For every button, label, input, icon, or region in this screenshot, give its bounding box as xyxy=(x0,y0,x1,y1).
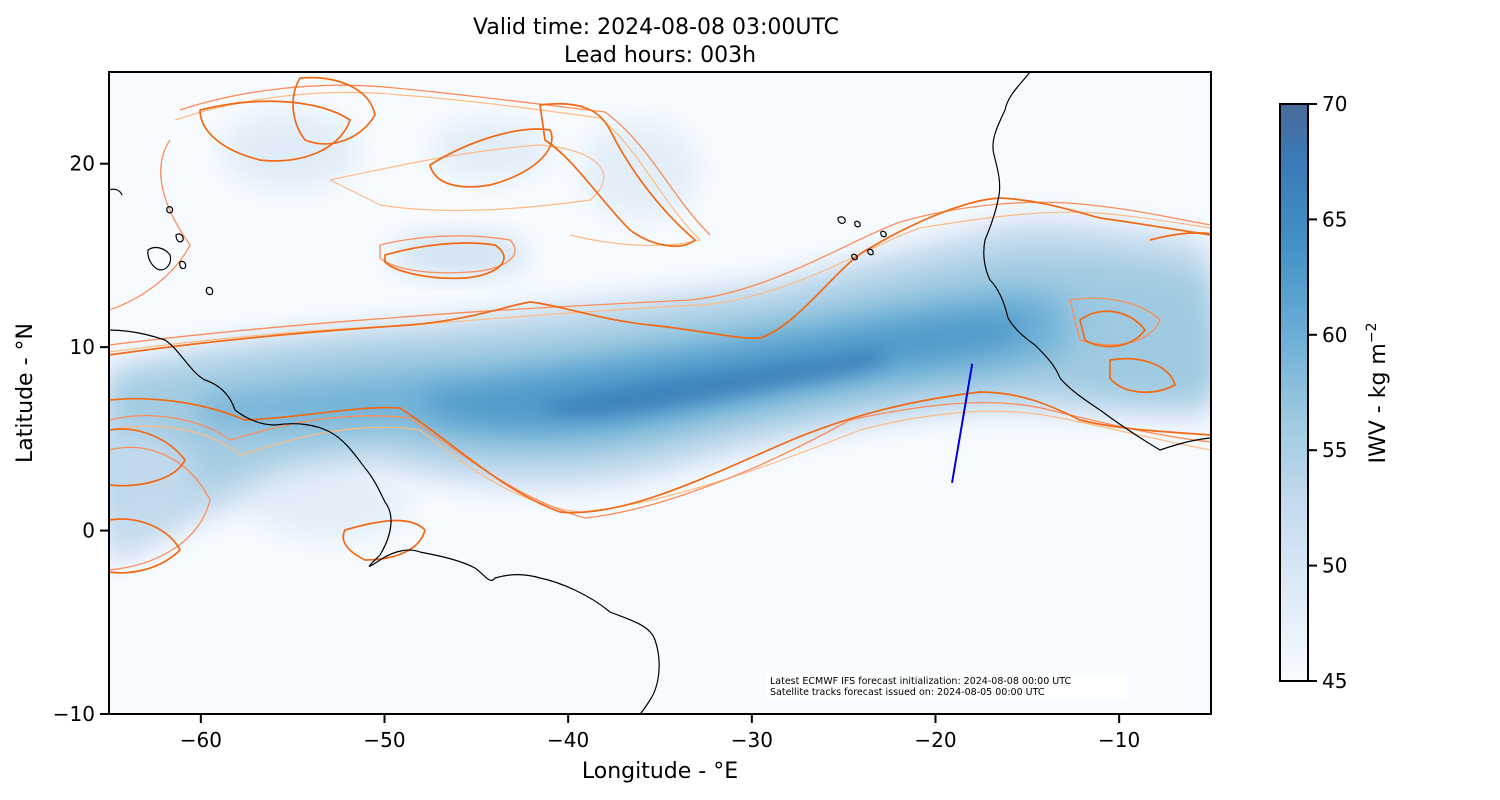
satellite-track xyxy=(951,363,974,484)
map-frame xyxy=(108,71,1212,715)
x-axis-label: Longitude - °E xyxy=(582,759,738,784)
annotation-line-2: Satellite tracks forecast issued on: 202… xyxy=(770,687,1045,698)
colorbar-tick-label: 50 xyxy=(1322,554,1347,578)
x-tick-label: −30 xyxy=(731,728,773,752)
contour-level-2 xyxy=(109,84,1211,571)
title-line-1: Valid time: 2024-08-08 03:00UTC xyxy=(473,15,839,40)
x-tick-label: −10 xyxy=(1098,728,1140,752)
colorbar-tick-label: 65 xyxy=(1322,207,1347,231)
y-axis-label: Latitude - °N xyxy=(13,323,38,463)
coastline-south-america xyxy=(109,329,660,714)
x-tick-label: −20 xyxy=(914,728,956,752)
coastline-caribbean-4 xyxy=(179,260,187,270)
contour-level-3 xyxy=(109,76,1211,574)
colorbar-tick-label: 60 xyxy=(1322,323,1347,347)
coastline-caribbean-5 xyxy=(166,206,174,214)
y-axis: −10 0 10 20 xyxy=(53,152,109,726)
x-tick-label: −40 xyxy=(547,728,589,752)
title-line-2: Lead hours: 003h xyxy=(564,43,756,68)
colorbar-label: IWV - kg m−2 xyxy=(1364,323,1391,464)
coastlines xyxy=(109,72,1211,714)
annotation-line-1: Latest ECMWF IFS forecast initialization… xyxy=(770,676,1071,687)
coastline-cape-verde-2 xyxy=(854,220,861,228)
colorbar-label-text: IWV - kg m xyxy=(1366,343,1391,463)
coastline-west-africa xyxy=(983,72,1211,451)
colorbar-gradient xyxy=(1279,103,1309,682)
colorbar-tick-label: 70 xyxy=(1322,92,1347,116)
coastline-cape-verde-3 xyxy=(851,253,858,261)
coastline-caribbean-2 xyxy=(109,188,123,196)
y-tick-label: −10 xyxy=(53,702,95,726)
y-tick-label: 0 xyxy=(82,519,95,543)
colorbar-tick-label: 45 xyxy=(1322,669,1347,693)
y-tick-label: 20 xyxy=(70,152,95,176)
colorbar-ticks: 45 50 55 60 65 70 xyxy=(1308,92,1347,693)
x-tick-label: −60 xyxy=(180,728,222,752)
colorbar: 45 50 55 60 65 70 IWV - kg m−2 xyxy=(1279,92,1391,693)
coastline-cape-verde-1 xyxy=(837,216,846,224)
coastline-cape-verde-5 xyxy=(880,230,887,238)
x-tick-label: −50 xyxy=(363,728,405,752)
x-axis: −60 −50 −40 −30 −20 −10 xyxy=(180,714,1140,752)
iwv-field xyxy=(109,110,1211,561)
coastline-caribbean-6 xyxy=(205,286,214,296)
coastline-cape-verde-4 xyxy=(867,248,874,256)
colorbar-tick-label: 55 xyxy=(1322,438,1347,462)
iwv-contours xyxy=(109,76,1211,574)
coastline-caribbean-1 xyxy=(147,246,172,271)
coastline-caribbean-3 xyxy=(175,233,184,243)
colorbar-label-exponent: −2 xyxy=(1364,323,1380,344)
annotation-box xyxy=(766,673,1128,699)
map-panel: Latest ECMWF IFS forecast initialization… xyxy=(108,71,1212,715)
y-tick-label: 10 xyxy=(70,335,95,359)
